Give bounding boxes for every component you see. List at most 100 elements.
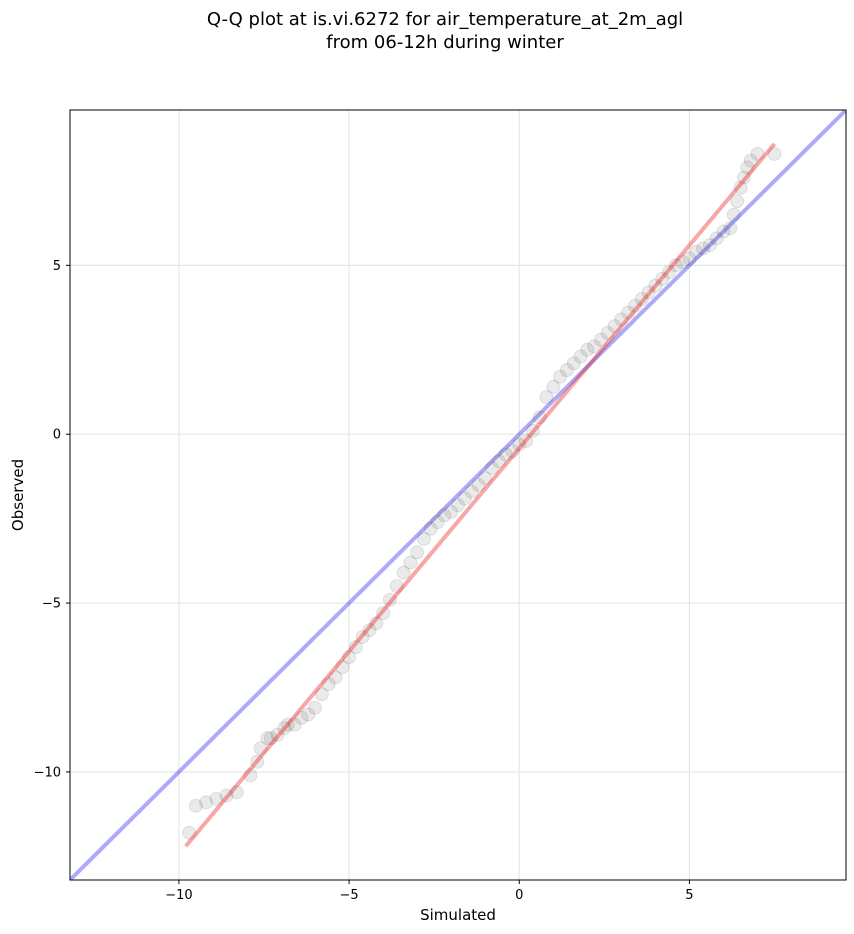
qq-point bbox=[437, 508, 452, 523]
qq-point bbox=[621, 305, 636, 320]
qq-point bbox=[301, 707, 316, 722]
qq-point bbox=[614, 312, 629, 327]
qq-point bbox=[342, 650, 357, 665]
chart-title: Q-Q plot at is.vi.6272 for air_temperatu… bbox=[0, 8, 854, 54]
qq-point bbox=[188, 798, 203, 813]
qq-point bbox=[229, 785, 244, 800]
qq-point bbox=[662, 265, 677, 280]
y-tick-label: 5 bbox=[53, 259, 61, 274]
qq-point bbox=[362, 623, 377, 638]
qq-point bbox=[740, 160, 755, 175]
qq-point bbox=[277, 721, 292, 736]
qq-point bbox=[478, 471, 493, 486]
qq-point bbox=[730, 194, 745, 209]
qq-point bbox=[634, 292, 649, 307]
qq-point bbox=[219, 788, 234, 803]
qq-point bbox=[243, 768, 258, 783]
qq-point bbox=[396, 565, 411, 580]
plot-area bbox=[70, 110, 846, 880]
qq-point bbox=[209, 791, 224, 806]
qq-point bbox=[308, 700, 323, 715]
qq-point bbox=[294, 710, 309, 725]
qq-point bbox=[532, 410, 547, 425]
fit-line bbox=[184, 142, 777, 848]
qq-point bbox=[416, 531, 431, 546]
grid bbox=[70, 110, 846, 880]
qq-point bbox=[382, 592, 397, 607]
chart-title-line-1: Q-Q plot at is.vi.6272 for air_temperatu… bbox=[206, 9, 684, 30]
qq-point bbox=[750, 146, 765, 161]
qq-point bbox=[655, 271, 670, 286]
qq-point bbox=[263, 731, 278, 746]
qq-point bbox=[287, 717, 302, 732]
qq-point bbox=[648, 278, 663, 293]
qq-point bbox=[270, 727, 285, 742]
x-tick-label: −5 bbox=[340, 888, 359, 903]
qq-point bbox=[457, 491, 472, 506]
qq-point bbox=[627, 298, 642, 313]
axis-ticks: −10 −5 0 5 −10 −5 0 5 bbox=[34, 259, 694, 903]
qq-point bbox=[733, 180, 748, 195]
qq-point bbox=[444, 504, 459, 519]
qq-point bbox=[321, 677, 336, 692]
qq-point bbox=[314, 687, 329, 702]
qq-point bbox=[607, 319, 622, 334]
qq-point bbox=[260, 731, 275, 746]
qq-point bbox=[726, 207, 741, 222]
qq-point bbox=[525, 423, 540, 438]
qq-point bbox=[553, 369, 568, 384]
qq-point bbox=[199, 795, 214, 810]
qq-point bbox=[491, 454, 506, 469]
qq-point bbox=[743, 153, 758, 168]
qq-point bbox=[573, 349, 588, 364]
qq-point bbox=[767, 146, 782, 161]
qq-point bbox=[430, 515, 445, 530]
qq-point bbox=[423, 521, 438, 536]
identity-line bbox=[70, 110, 846, 880]
qq-point bbox=[485, 460, 500, 475]
qq-point bbox=[696, 241, 711, 256]
plot-frame bbox=[69, 109, 847, 881]
qq-point bbox=[716, 224, 731, 239]
qq-point bbox=[471, 477, 486, 492]
qq-point bbox=[600, 325, 615, 340]
qq-point bbox=[348, 639, 363, 654]
qq-point bbox=[641, 285, 656, 300]
qq-point bbox=[668, 258, 683, 273]
qq-point bbox=[580, 342, 595, 357]
qq-point bbox=[376, 606, 391, 621]
y-tick-label: −5 bbox=[42, 597, 61, 612]
qq-point bbox=[539, 390, 554, 405]
y-axis-label: Observed bbox=[9, 459, 27, 531]
qq-point bbox=[675, 254, 690, 269]
chart-title-line-2: from 06-12h during winter bbox=[326, 32, 564, 53]
qq-point bbox=[403, 555, 418, 570]
qq-point bbox=[369, 616, 384, 631]
qq-point bbox=[702, 238, 717, 253]
qq-point bbox=[559, 363, 574, 378]
qq-point bbox=[593, 332, 608, 347]
qq-point bbox=[566, 356, 581, 371]
qq-point bbox=[546, 379, 561, 394]
qq-point bbox=[689, 244, 704, 259]
x-tick-label: −10 bbox=[165, 888, 192, 903]
qq-point bbox=[736, 170, 751, 185]
qq-point bbox=[464, 484, 479, 499]
qq-point bbox=[328, 670, 343, 685]
qq-point bbox=[587, 339, 602, 354]
y-tick-label: 0 bbox=[53, 428, 61, 443]
qq-point bbox=[280, 717, 295, 732]
qq-point bbox=[335, 660, 350, 675]
qq-point bbox=[723, 221, 738, 236]
qq-point bbox=[505, 444, 520, 459]
qq-point bbox=[451, 498, 465, 513]
qq-point bbox=[253, 741, 268, 756]
qq-point bbox=[410, 545, 425, 560]
qq-point bbox=[512, 437, 527, 452]
qq-point bbox=[498, 447, 513, 462]
qq-point bbox=[355, 629, 370, 644]
qq-point bbox=[250, 754, 265, 769]
qq-point bbox=[682, 251, 697, 266]
qq-point bbox=[709, 231, 724, 246]
